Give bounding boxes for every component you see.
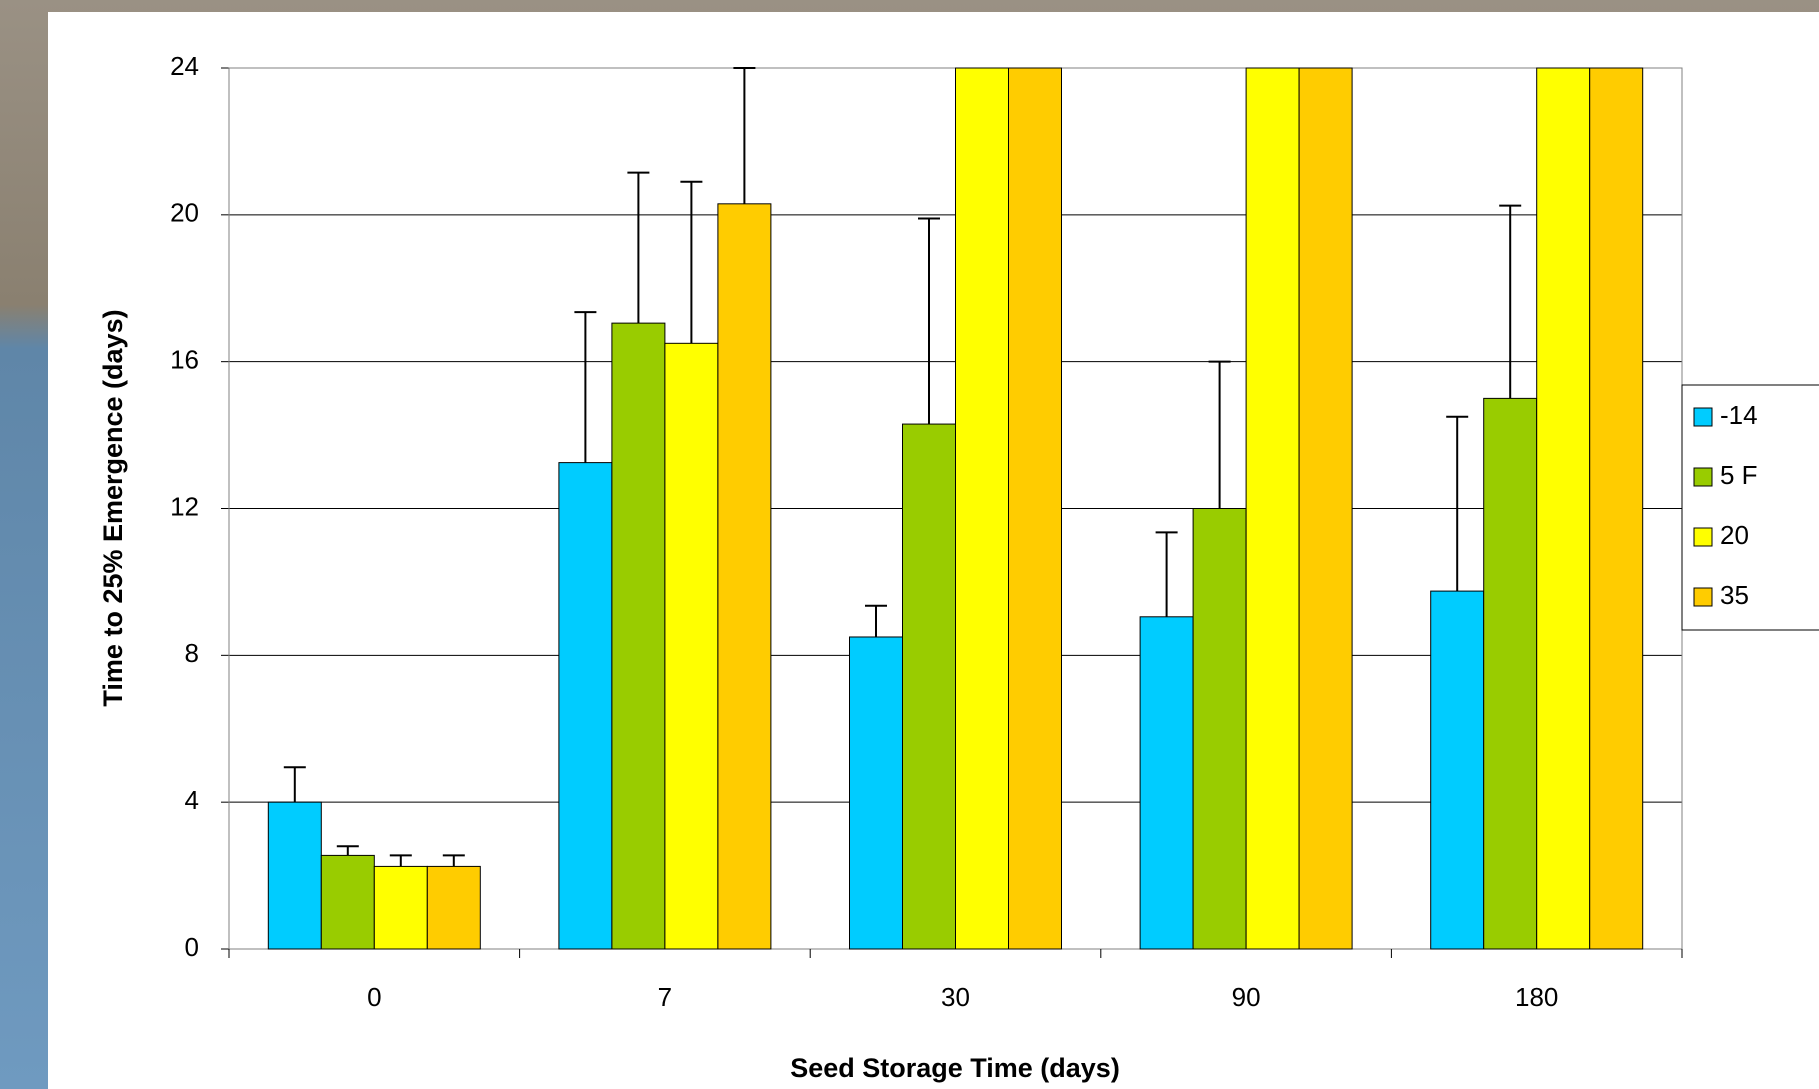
legend-swatch (1693, 407, 1713, 427)
x-tick-label: 7 (658, 982, 672, 1012)
legend-label: 35 (1720, 580, 1749, 610)
y-tick-label: 24 (170, 51, 199, 81)
legend-label: 5 F (1720, 460, 1758, 490)
bar (1298, 67, 1353, 950)
bar (320, 854, 375, 950)
x-tick-label: 30 (941, 982, 970, 1012)
x-tick-label: 90 (1232, 982, 1261, 1012)
bar (267, 801, 322, 950)
bar (558, 462, 613, 950)
legend-swatch (1693, 587, 1713, 607)
bar (1008, 67, 1062, 950)
bar (1139, 616, 1194, 950)
bar (1589, 67, 1644, 950)
x-tick-label: 0 (367, 982, 381, 1012)
legend-swatch (1693, 527, 1713, 547)
x-axis-title: Seed Storage Time (days) (790, 1053, 1120, 1083)
bar (1245, 67, 1300, 950)
bar (717, 203, 772, 950)
y-tick-label: 4 (185, 785, 199, 815)
bar (373, 865, 428, 950)
bar (611, 322, 666, 950)
bar (1192, 508, 1247, 950)
legend-swatch (1693, 467, 1713, 487)
y-tick-label: 16 (170, 345, 199, 375)
bar (426, 865, 481, 950)
bar (955, 67, 1009, 950)
bar (1536, 67, 1591, 950)
bar (1430, 590, 1485, 950)
bar (849, 636, 903, 950)
bar (902, 423, 956, 950)
y-tick-label: 20 (170, 198, 199, 228)
y-tick-label: 12 (170, 491, 199, 521)
bar (664, 342, 719, 950)
x-tick-label: 180 (1515, 982, 1558, 1012)
legend-label: 20 (1720, 520, 1749, 550)
y-tick-label: 8 (185, 638, 199, 668)
y-tick-label: 0 (185, 932, 199, 962)
legend-label: -14 (1720, 400, 1758, 430)
bar (1483, 397, 1538, 950)
y-axis-title: Time to 25% Emergence (days) (98, 309, 128, 706)
